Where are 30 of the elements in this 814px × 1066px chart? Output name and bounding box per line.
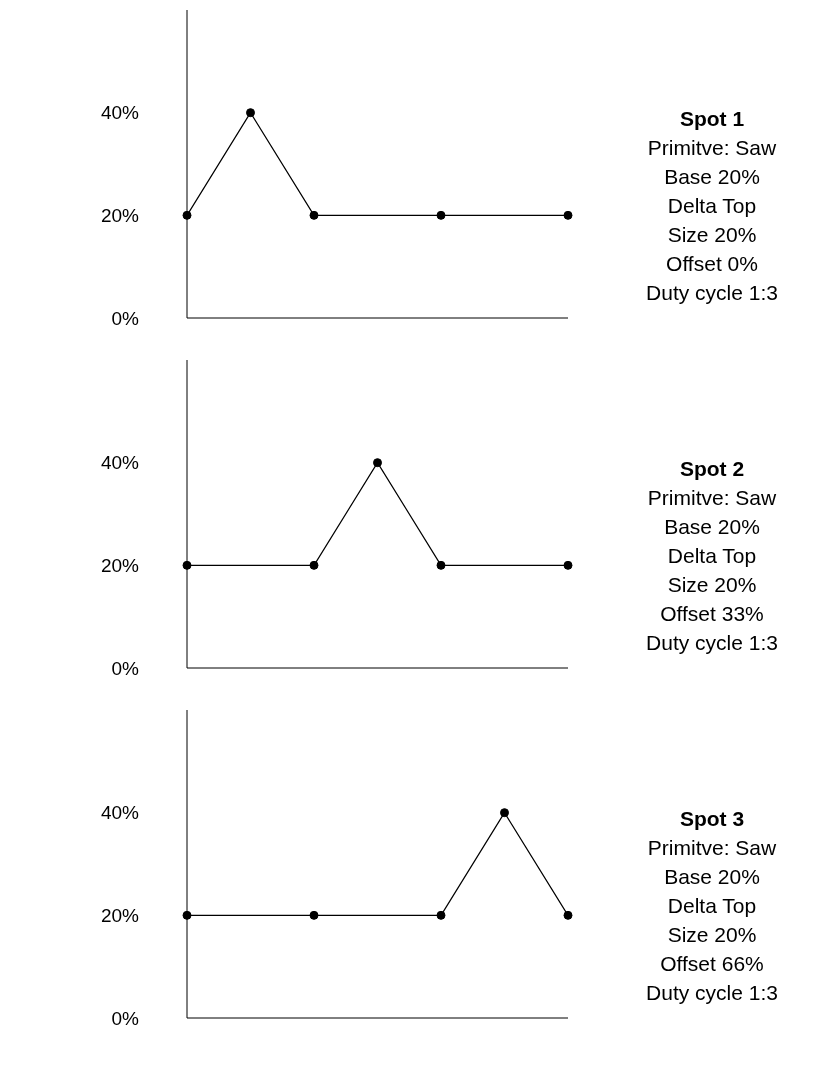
text: Primitve: Saw bbox=[647, 836, 778, 859]
y-tick-label: 0% bbox=[111, 307, 140, 329]
text: Delta Top bbox=[667, 894, 757, 917]
y-tick-label: 0% bbox=[111, 1007, 140, 1029]
text: Base 20% bbox=[664, 865, 760, 888]
y-tick-label: 0% bbox=[111, 657, 140, 679]
text: Duty cycle 1:3 bbox=[646, 281, 778, 304]
text: Offset 33% bbox=[660, 602, 764, 625]
y-tick-label: 20% bbox=[100, 555, 140, 577]
text: Delta Top bbox=[667, 194, 757, 217]
text: Size 20% bbox=[667, 573, 757, 596]
text: Offset 0% bbox=[666, 252, 758, 275]
text: Size 20% bbox=[667, 923, 757, 946]
text: Base 20% bbox=[664, 515, 760, 538]
text: Offset 66% bbox=[660, 952, 764, 975]
y-tick-label: 20% bbox=[100, 205, 140, 227]
y-tick-label: 40% bbox=[100, 102, 140, 124]
y-tick-label: 20% bbox=[100, 905, 140, 927]
text: Primitve: Saw bbox=[647, 486, 778, 509]
y-tick-label: 40% bbox=[100, 452, 140, 474]
text: Spot 3 bbox=[679, 807, 745, 830]
text: Delta Top bbox=[667, 544, 757, 567]
text: Base 20% bbox=[664, 165, 760, 188]
text: Spot 1 bbox=[679, 107, 745, 130]
text: Duty cycle 1:3 bbox=[646, 981, 778, 1004]
text: Primitve: Saw bbox=[647, 136, 778, 159]
text: Size 20% bbox=[667, 223, 757, 246]
text: Duty cycle 1:3 bbox=[646, 631, 778, 654]
text: Spot 2 bbox=[679, 457, 745, 480]
y-tick-label: 40% bbox=[100, 802, 140, 824]
